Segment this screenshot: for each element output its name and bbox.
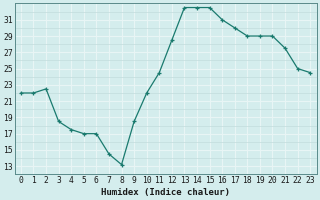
X-axis label: Humidex (Indice chaleur): Humidex (Indice chaleur) [101,188,230,197]
